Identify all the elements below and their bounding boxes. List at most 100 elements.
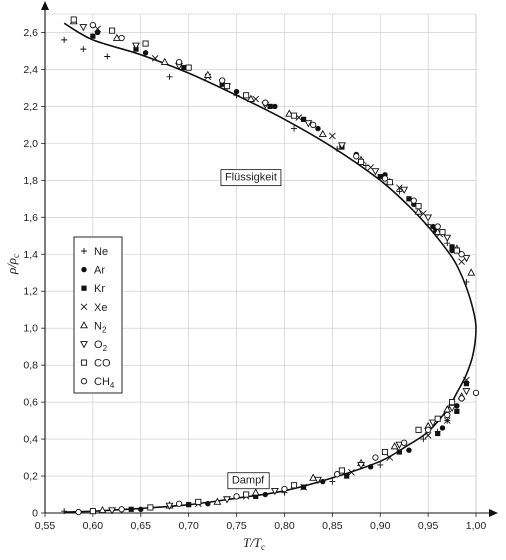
data-point (449, 244, 455, 250)
annotation: Dampf (227, 472, 270, 490)
legend-label: N2 (94, 320, 107, 334)
legend-marker (80, 359, 88, 366)
data-point (151, 55, 159, 62)
data-point (94, 29, 101, 36)
annotation-box (220, 169, 282, 187)
series-ar (94, 29, 460, 513)
legend-marker (80, 303, 88, 311)
data-point (434, 223, 441, 230)
legend-box (73, 236, 123, 394)
data-point (315, 125, 321, 132)
y-tick-label: 2,0 (23, 138, 38, 150)
data-point (108, 507, 117, 515)
data-point (353, 153, 360, 160)
legend-marker (80, 321, 88, 329)
data-point (132, 42, 140, 50)
data-point (454, 403, 460, 409)
legend-label: Xe (94, 302, 107, 314)
legend-marker (81, 266, 87, 273)
x-axis-arrow (489, 509, 498, 517)
data-point (390, 442, 399, 450)
legend-marker (81, 285, 87, 291)
legend-item-ch4: CH4 (80, 376, 115, 390)
data-point (272, 103, 278, 110)
y-axis-label: ρ/ρc (4, 254, 21, 275)
legend-label: CO (94, 358, 111, 370)
data-point (386, 179, 393, 186)
data-point (142, 40, 149, 47)
data-point (458, 258, 465, 265)
y-tick-label: 0,8 (23, 360, 38, 372)
data-point (219, 77, 226, 84)
data-point (251, 488, 260, 496)
data-point (300, 483, 307, 491)
series-co (70, 16, 460, 515)
data-point (433, 227, 439, 233)
data-point (406, 447, 412, 453)
data-point (195, 498, 202, 505)
legend-item-o2: O2 (80, 339, 108, 353)
legend-item-ar: Ar (81, 265, 105, 277)
data-point (262, 491, 268, 498)
data-point (98, 505, 107, 514)
data-point (314, 476, 322, 485)
data-point (94, 25, 101, 33)
data-point (396, 184, 403, 192)
data-point (160, 57, 169, 65)
data-point (318, 129, 327, 137)
data-point (396, 188, 403, 195)
y-axis-arrow (41, 1, 49, 10)
data-point (243, 92, 250, 99)
data-point (433, 227, 442, 235)
data-point (285, 109, 294, 117)
data-point (267, 103, 273, 110)
data-point (142, 50, 149, 56)
annotation-box (227, 472, 270, 490)
data-point (367, 464, 374, 470)
data-point (175, 58, 183, 66)
data-point (181, 64, 187, 71)
data-point (205, 501, 211, 507)
data-point (108, 27, 116, 34)
data-point (262, 99, 269, 106)
legend-marker (81, 248, 87, 254)
data-point (223, 496, 231, 504)
y-tick-label: 1,0 (23, 323, 38, 335)
data-point (443, 417, 451, 424)
series-n2 (69, 17, 476, 514)
data-point (434, 415, 441, 422)
data-point (463, 381, 470, 387)
data-point (233, 493, 240, 500)
data-point (337, 142, 346, 150)
data-point (329, 478, 336, 485)
data-point (453, 247, 460, 254)
data-point (175, 500, 183, 507)
series-o2 (79, 24, 471, 515)
data-point (128, 506, 134, 512)
legend-item-kr: Kr (81, 283, 105, 295)
data-point (70, 16, 77, 23)
x-tick-label: 0,75 (226, 520, 247, 532)
data-point (338, 467, 345, 474)
data-point (203, 70, 212, 78)
data-point (467, 268, 476, 276)
x-tick-label: 1,00 (466, 520, 487, 532)
data-point (291, 125, 298, 132)
data-point (462, 388, 471, 396)
legend-label: Ne (94, 246, 108, 258)
y-tick-label: 0,2 (23, 471, 38, 483)
data-point (443, 234, 452, 242)
legend-label: Ar (94, 265, 105, 277)
x-tick-label: 0,90 (370, 520, 391, 532)
data-point (253, 493, 259, 499)
data-point (381, 175, 389, 182)
y-tick-label: 1,8 (23, 175, 38, 187)
legend-label: CH4 (94, 376, 115, 390)
data-point (449, 399, 456, 406)
annotation: Flüssigkeit (220, 169, 282, 187)
series-xe (94, 25, 470, 508)
data-point (462, 255, 471, 263)
data-point (415, 203, 422, 210)
data-point (165, 502, 174, 510)
